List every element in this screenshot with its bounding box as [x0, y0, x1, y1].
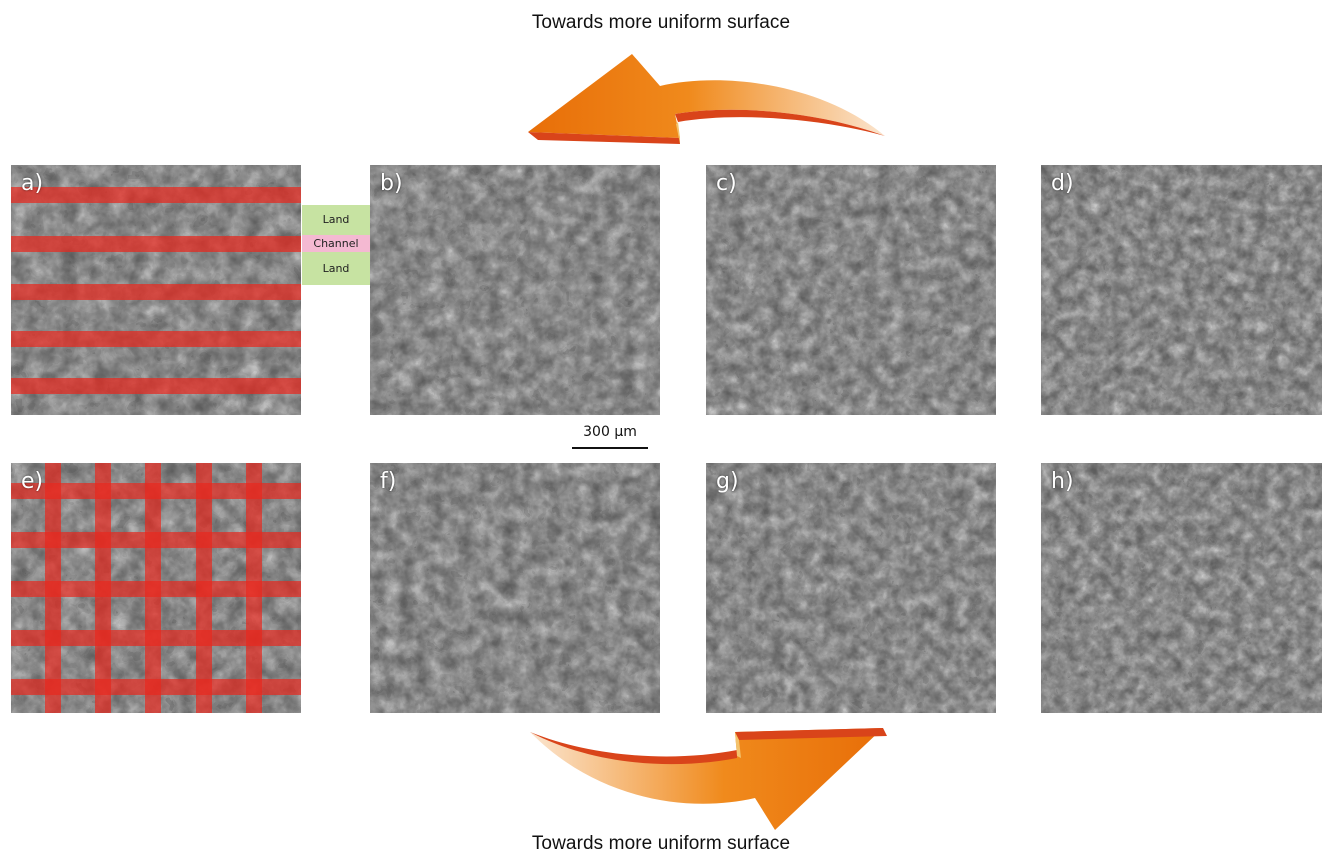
- channel-stripe-vertical: [95, 463, 111, 713]
- micrograph-texture: [1041, 165, 1322, 415]
- channel-stripe: [11, 331, 301, 347]
- panel-e: e): [11, 463, 301, 713]
- top-caption: Towards more uniform surface: [531, 12, 791, 33]
- channel-stripe-vertical: [45, 463, 61, 713]
- bottom-caption: Towards more uniform surface: [531, 833, 791, 854]
- micrograph-texture: [370, 165, 660, 415]
- panel-d: d): [1041, 165, 1322, 415]
- scalebar: [572, 447, 648, 449]
- legend-land-bottom: Land: [302, 252, 370, 285]
- curved-arrow-bottom: [530, 728, 887, 830]
- panel-label: h): [1051, 469, 1074, 494]
- panel-label: a): [21, 171, 44, 196]
- panel-h: h): [1041, 463, 1322, 713]
- channel-stripe: [11, 236, 301, 252]
- panel-label: d): [1051, 171, 1074, 196]
- panel-label: g): [716, 469, 739, 494]
- micrograph-texture: [11, 463, 301, 713]
- channel-stripe: [11, 284, 301, 300]
- panel-label: f): [380, 469, 397, 494]
- curved-arrow-top: [528, 54, 885, 144]
- channel-stripe-vertical: [196, 463, 212, 713]
- channel-stripe-vertical: [246, 463, 262, 713]
- micrograph-texture: [706, 165, 996, 415]
- micrograph-texture: [1041, 463, 1322, 713]
- channel-stripe: [11, 378, 301, 394]
- panel-label: c): [716, 171, 737, 196]
- micrograph-texture: [11, 165, 301, 415]
- legend-land-top: Land: [302, 205, 370, 235]
- panel-c: c): [706, 165, 996, 415]
- micrograph-texture: [706, 463, 996, 713]
- legend-channel: Channel: [302, 235, 370, 252]
- panel-label: b): [380, 171, 403, 196]
- channel-stripe: [11, 187, 301, 203]
- channel-stripe-vertical: [145, 463, 161, 713]
- panel-g: g): [706, 463, 996, 713]
- panel-label: e): [21, 469, 44, 494]
- panel-a: a): [11, 165, 301, 415]
- micrograph-texture: [370, 463, 660, 713]
- scalebar-label: 300 μm: [583, 424, 637, 440]
- panel-f: f): [370, 463, 660, 713]
- panel-b: b): [370, 165, 660, 415]
